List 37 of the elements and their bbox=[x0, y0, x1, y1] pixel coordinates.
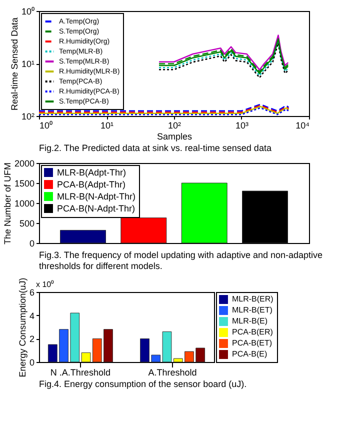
legend-label: MLR-B(Adpt-Thr) bbox=[57, 168, 126, 178]
x-tick-label: 10³ bbox=[235, 120, 249, 130]
y-tick-label: 6 bbox=[29, 288, 34, 298]
y-tick-label: 10² bbox=[21, 112, 34, 122]
y-tick-label: 0 bbox=[29, 358, 34, 368]
legend-label: MLR-B(ET) bbox=[232, 306, 273, 314]
caption: Fig.3. The frequency of model updating with adaptive and non-adaptive thresholds for different models. bbox=[39, 250, 323, 271]
y-tick-label: 2000 bbox=[14, 158, 34, 168]
caption: Fig.2. The Predicted data at sink vs. real-time sensed data bbox=[39, 143, 272, 153]
x-tick-label: N .A.Threshold bbox=[50, 368, 110, 378]
legend-label: MLR-B(N-Adpt-Thr) bbox=[57, 192, 136, 202]
x-tick-label: 10² bbox=[168, 120, 182, 130]
legend-label: PCA-B(ER) bbox=[232, 328, 274, 336]
x-tick-label: 10⁴ bbox=[296, 120, 310, 130]
legend-label: PCA-B(ET) bbox=[232, 338, 272, 348]
legend-label: MLR-B(E) bbox=[232, 316, 268, 326]
y-axis-title: Energy Consumption(uJ) bbox=[17, 278, 28, 378]
y-tick-label: 500 bbox=[19, 218, 34, 228]
legend-label: PCA-B(N-Adpt-Thr) bbox=[57, 204, 136, 214]
y-tick-label: 2 bbox=[29, 334, 34, 344]
text: x 10⁰ bbox=[36, 280, 54, 289]
y-tick-label: 10⁰ bbox=[21, 6, 34, 16]
legend-label: MLR-B(ER) bbox=[232, 294, 274, 304]
x-axis-title: Samples bbox=[156, 132, 193, 142]
x-tick-label: 10¹ bbox=[100, 120, 114, 130]
y-tick-label: 0 bbox=[29, 238, 34, 248]
legend-label: PCA-B(E) bbox=[232, 350, 268, 358]
y-tick-label: 1500 bbox=[14, 178, 34, 188]
y-tick-label: 1000 bbox=[14, 198, 34, 208]
y-tick-label: 10¹ bbox=[21, 59, 34, 69]
caption: Fig.4. Energy consumption of the sensor board (uJ). bbox=[39, 379, 247, 389]
x-tick-label: 10⁰ bbox=[40, 120, 53, 130]
y-axis-title: Real-time Sensed Data bbox=[9, 17, 20, 111]
y-axis-title: The Number of UFM bbox=[2, 162, 12, 245]
x-tick-label: A.Threshold bbox=[148, 368, 197, 378]
legend-label: PCA-B(Adpt-Thr) bbox=[57, 180, 126, 190]
y-tick-label: 4 bbox=[29, 310, 34, 321]
